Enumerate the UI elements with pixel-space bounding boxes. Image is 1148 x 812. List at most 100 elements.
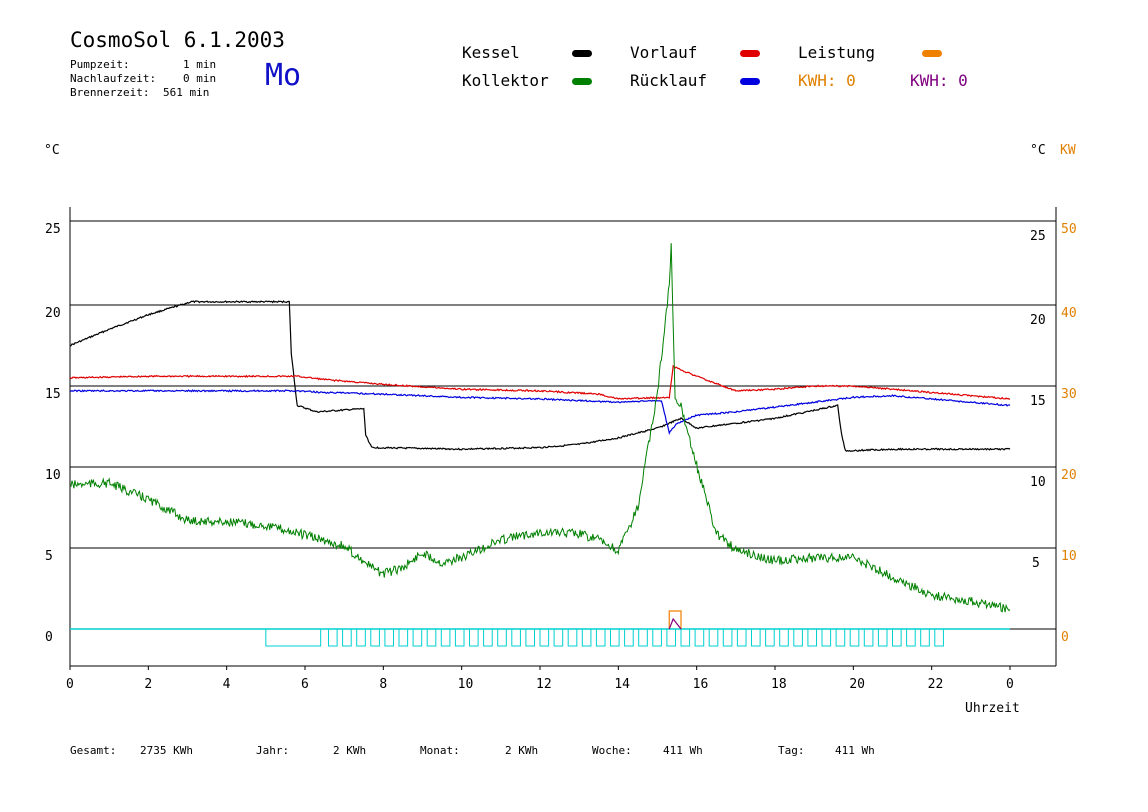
pump-block bbox=[426, 628, 437, 647]
y-right-tick-label: 25 bbox=[1030, 229, 1046, 244]
footer-gesamt-value: 2735 KWh bbox=[140, 744, 193, 757]
pump-block bbox=[892, 628, 902, 647]
footer-tag-value: 411 Wh bbox=[835, 744, 875, 757]
x-tick-label: 0 bbox=[1006, 677, 1014, 692]
legend-kollektor-swatch bbox=[572, 78, 592, 85]
legend-kessel-label: Kessel bbox=[462, 43, 520, 62]
leistung-spike bbox=[668, 610, 682, 629]
series-line-vorlauf bbox=[69, 364, 1011, 400]
pump-block bbox=[525, 628, 536, 647]
y-right-tick-label: 10 bbox=[1030, 475, 1046, 490]
series-line-kessel bbox=[69, 300, 1011, 452]
pump-block bbox=[807, 628, 818, 647]
pump-block bbox=[821, 628, 832, 647]
pump-block bbox=[751, 628, 761, 647]
pump-block bbox=[736, 628, 747, 647]
y-right-tick-label: 20 bbox=[1030, 313, 1046, 328]
right-unit: °C bbox=[1030, 143, 1046, 158]
y-right-tick-label: 5 bbox=[1032, 556, 1040, 571]
pump-block bbox=[694, 628, 705, 647]
x-tick-label: 20 bbox=[849, 677, 865, 692]
stat-brenner-value: 561 min bbox=[163, 86, 210, 99]
pump-block bbox=[877, 628, 888, 647]
x-tick-label: 2 bbox=[144, 677, 152, 692]
pump-block bbox=[835, 628, 846, 647]
pump-block bbox=[384, 628, 395, 647]
kwh-spike bbox=[668, 617, 682, 630]
y-right-kw-tick-label: 40 bbox=[1061, 306, 1077, 321]
footer-jahr-label: Jahr: bbox=[256, 744, 290, 757]
y-right-kw-tick-label: 0 bbox=[1061, 630, 1069, 645]
pump-block bbox=[793, 628, 803, 647]
y-left-tick-label: 15 bbox=[45, 387, 61, 402]
stat-brenner-label: Brennerzeit: bbox=[70, 86, 150, 99]
legend-vorlauf-label: Vorlauf bbox=[630, 43, 698, 62]
pump-block bbox=[765, 628, 775, 647]
pump-block bbox=[680, 628, 691, 647]
x-tick-label: 4 bbox=[223, 677, 231, 692]
footer-jahr-value: 2 KWh bbox=[333, 744, 367, 757]
pump-block bbox=[356, 628, 366, 647]
footer-woche-label: Woche: bbox=[592, 744, 632, 757]
y-left-tick-label: 5 bbox=[45, 549, 53, 564]
footer-tag-label: Tag: bbox=[778, 744, 805, 757]
legend-leistung-label: Leistung bbox=[798, 43, 876, 62]
pump-block bbox=[666, 628, 677, 647]
pump-block bbox=[595, 628, 606, 647]
pump-block bbox=[328, 628, 338, 647]
left-unit: °C bbox=[44, 143, 60, 158]
pump-block bbox=[581, 628, 592, 647]
x-tick-label: 22 bbox=[928, 677, 944, 692]
pump-block bbox=[722, 628, 733, 647]
pump-block bbox=[342, 628, 352, 647]
kwh-purple: KWH: 0 bbox=[910, 71, 968, 90]
legend-kollektor-label: Kollektor bbox=[462, 71, 549, 90]
pump-block bbox=[265, 628, 322, 647]
x-tick-label: 8 bbox=[379, 677, 387, 692]
x-tick-label: 18 bbox=[771, 677, 787, 692]
pump-block bbox=[398, 628, 409, 647]
pump-block bbox=[440, 628, 451, 647]
pump-block bbox=[863, 628, 874, 647]
series-line-ruecklauf bbox=[69, 389, 1011, 436]
stat-pump-label: Pumpzeit: bbox=[70, 58, 130, 71]
pump-block bbox=[624, 628, 634, 647]
pump-block bbox=[497, 628, 507, 647]
y-right-kw-tick-label: 20 bbox=[1061, 468, 1077, 483]
x-tick-label: 14 bbox=[614, 677, 630, 692]
pump-block bbox=[849, 628, 860, 647]
y-right-kw-tick-label: 50 bbox=[1061, 222, 1077, 237]
pump-block bbox=[483, 628, 493, 647]
pump-block bbox=[412, 628, 423, 647]
y-left-tick-label: 0 bbox=[45, 630, 53, 645]
weekday-label: Mo bbox=[265, 58, 302, 93]
legend-leistung-swatch bbox=[922, 50, 942, 57]
legend-vorlauf-swatch bbox=[740, 50, 760, 57]
footer-woche-value: 411 Wh bbox=[663, 744, 703, 757]
pump-block bbox=[370, 628, 380, 647]
x-tick-label: 12 bbox=[536, 677, 552, 692]
pump-block bbox=[553, 628, 564, 647]
pump-block bbox=[934, 628, 944, 647]
y-left-tick-label: 25 bbox=[45, 222, 61, 237]
y-left-tick-label: 20 bbox=[45, 306, 61, 321]
y-right-kw-tick-label: 30 bbox=[1061, 387, 1077, 402]
x-tick-label: 6 bbox=[301, 677, 309, 692]
pump-block bbox=[610, 628, 620, 647]
footer-monat-value: 2 KWh bbox=[505, 744, 539, 757]
footer-gesamt-label: Gesamt: bbox=[70, 744, 117, 757]
pump-block bbox=[454, 628, 465, 647]
kwh-orange: KWH: 0 bbox=[798, 71, 856, 90]
stat-nachlauf-value: 0 min bbox=[183, 72, 217, 85]
pump-block bbox=[906, 628, 916, 647]
pump-block bbox=[539, 628, 550, 647]
legend-ruecklauf-label: Rücklauf bbox=[630, 71, 708, 90]
pump-block bbox=[567, 628, 578, 647]
x-tick-label: 10 bbox=[458, 677, 474, 692]
x-tick-label: 0 bbox=[66, 677, 74, 692]
y-left-tick-label: 10 bbox=[45, 468, 61, 483]
pump-block bbox=[920, 628, 930, 647]
pump-block bbox=[652, 628, 662, 647]
pump-block bbox=[638, 628, 648, 647]
x-tick-label: 16 bbox=[693, 677, 709, 692]
